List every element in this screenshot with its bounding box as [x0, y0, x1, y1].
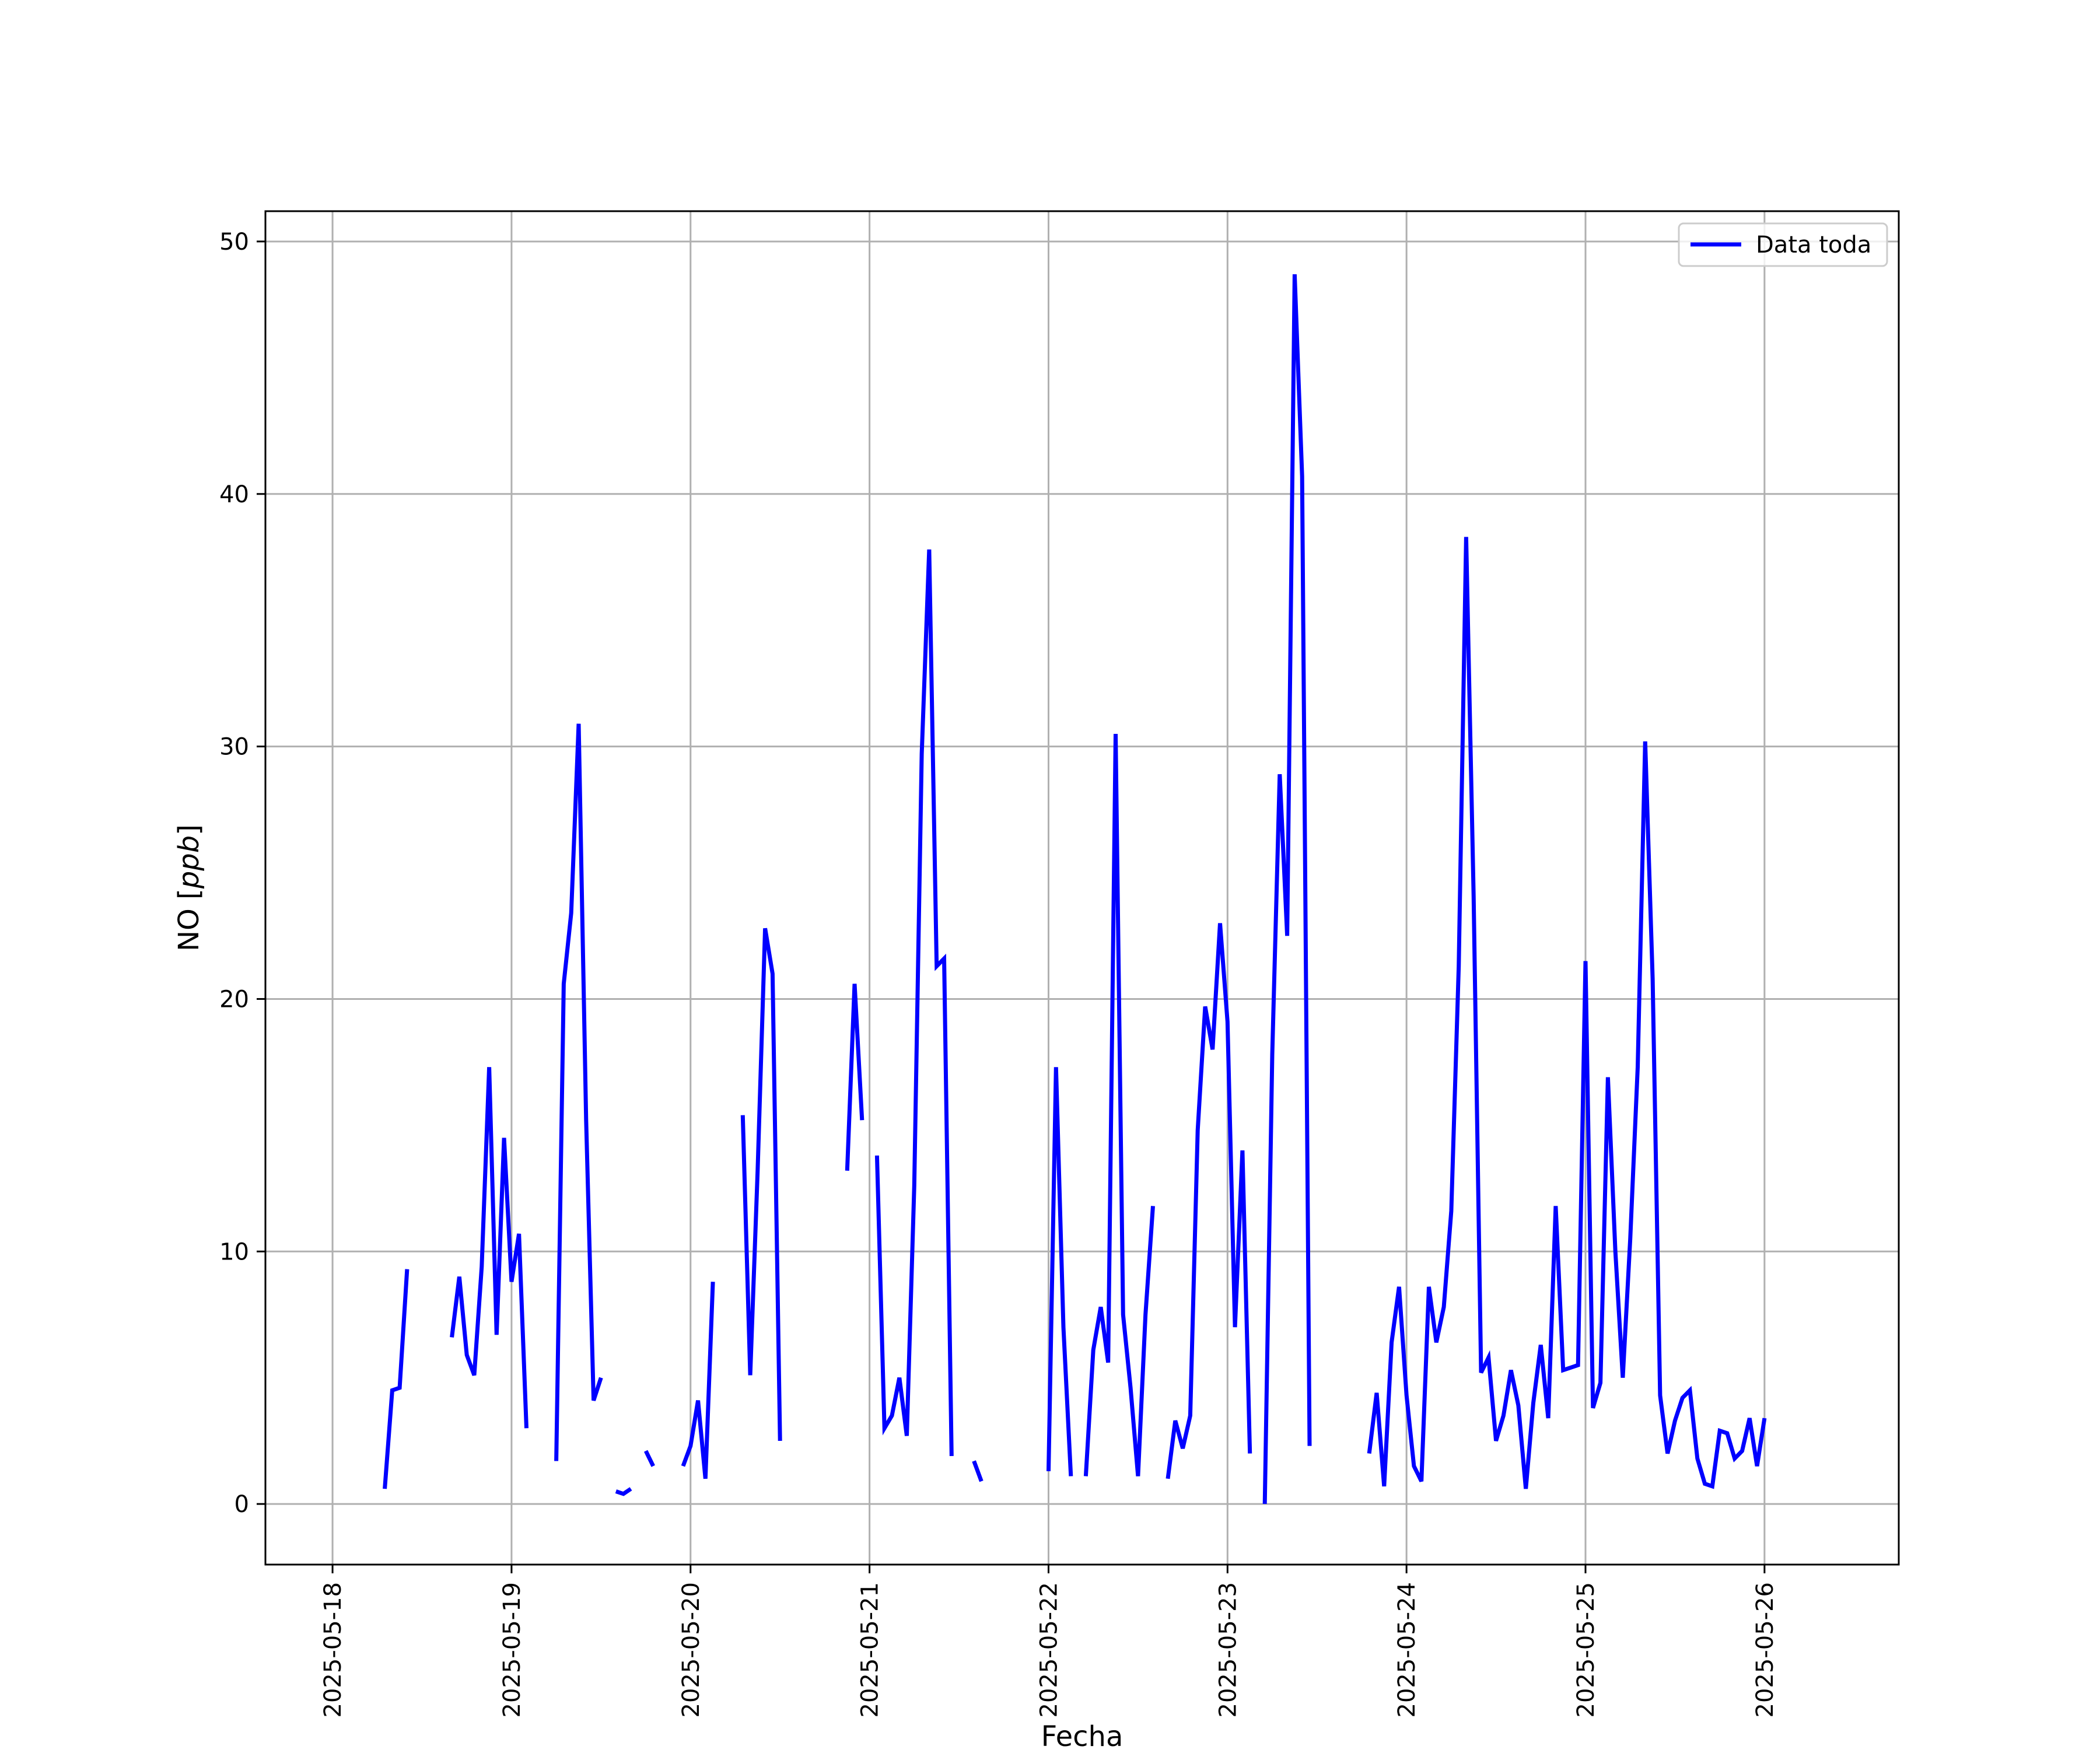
- series-line-segment: [1166, 923, 1252, 1479]
- x-axis-title: Fecha: [1041, 1720, 1124, 1750]
- series-line-segment: [1367, 537, 1767, 1489]
- series-line-segment: [1083, 733, 1155, 1476]
- legend-box: [1678, 222, 1888, 267]
- x-tick-label: 2025-05-24: [1394, 1582, 1420, 1717]
- x-axis: 2025-05-18 2025-05-19 2025-05-20 2025-05-21…: [320, 1565, 1779, 1717]
- series-line-segment: [1046, 1067, 1073, 1476]
- y-axis-title: NO [ppb]: [173, 824, 205, 951]
- series-line-segment: [740, 928, 782, 1441]
- series-line-segment: [383, 1269, 410, 1489]
- series-line-segment: [554, 723, 603, 1461]
- series-line-segment: [845, 984, 864, 1171]
- plot-frame: [264, 210, 1900, 1566]
- y-tick-label: 0: [235, 1491, 249, 1518]
- y-tick-label: 20: [219, 986, 249, 1013]
- y-axis: 0 10 20 30 40 50: [219, 229, 265, 1518]
- series-line-segment: [681, 1282, 715, 1479]
- legend: Data toda: [1678, 222, 1888, 267]
- y-axis-title-unit: ppb: [173, 835, 205, 889]
- legend-label: Data toda: [1756, 232, 1871, 258]
- y-tick-label: 50: [219, 229, 249, 256]
- y-axis-title-base: NO [: [173, 888, 205, 951]
- series-line-segment: [874, 549, 954, 1456]
- series-line-segment: [450, 1067, 528, 1429]
- x-tick-label: 2025-05-21: [857, 1582, 884, 1717]
- x-tick-label: 2025-05-26: [1752, 1582, 1779, 1717]
- series-line-segment: [643, 1450, 655, 1467]
- series-line-segment: [972, 1460, 984, 1482]
- x-tick-label: 2025-05-18: [320, 1582, 346, 1717]
- grid: [265, 211, 1899, 1565]
- x-tick-label: 2025-05-19: [499, 1582, 526, 1717]
- series-layer: [383, 274, 1767, 1504]
- y-tick-label: 40: [219, 481, 249, 508]
- y-tick-label: 30: [219, 734, 249, 761]
- x-tick-label: 2025-05-22: [1035, 1582, 1062, 1717]
- series-line-segment: [1262, 274, 1312, 1504]
- series-line-segment: [615, 1487, 632, 1496]
- y-axis-title-close: ]: [173, 824, 205, 835]
- x-tick-label: 2025-05-20: [678, 1582, 705, 1717]
- y-tick-label: 10: [219, 1238, 249, 1265]
- x-tick-label: 2025-05-25: [1573, 1582, 1600, 1717]
- x-tick-label: 2025-05-23: [1214, 1582, 1241, 1717]
